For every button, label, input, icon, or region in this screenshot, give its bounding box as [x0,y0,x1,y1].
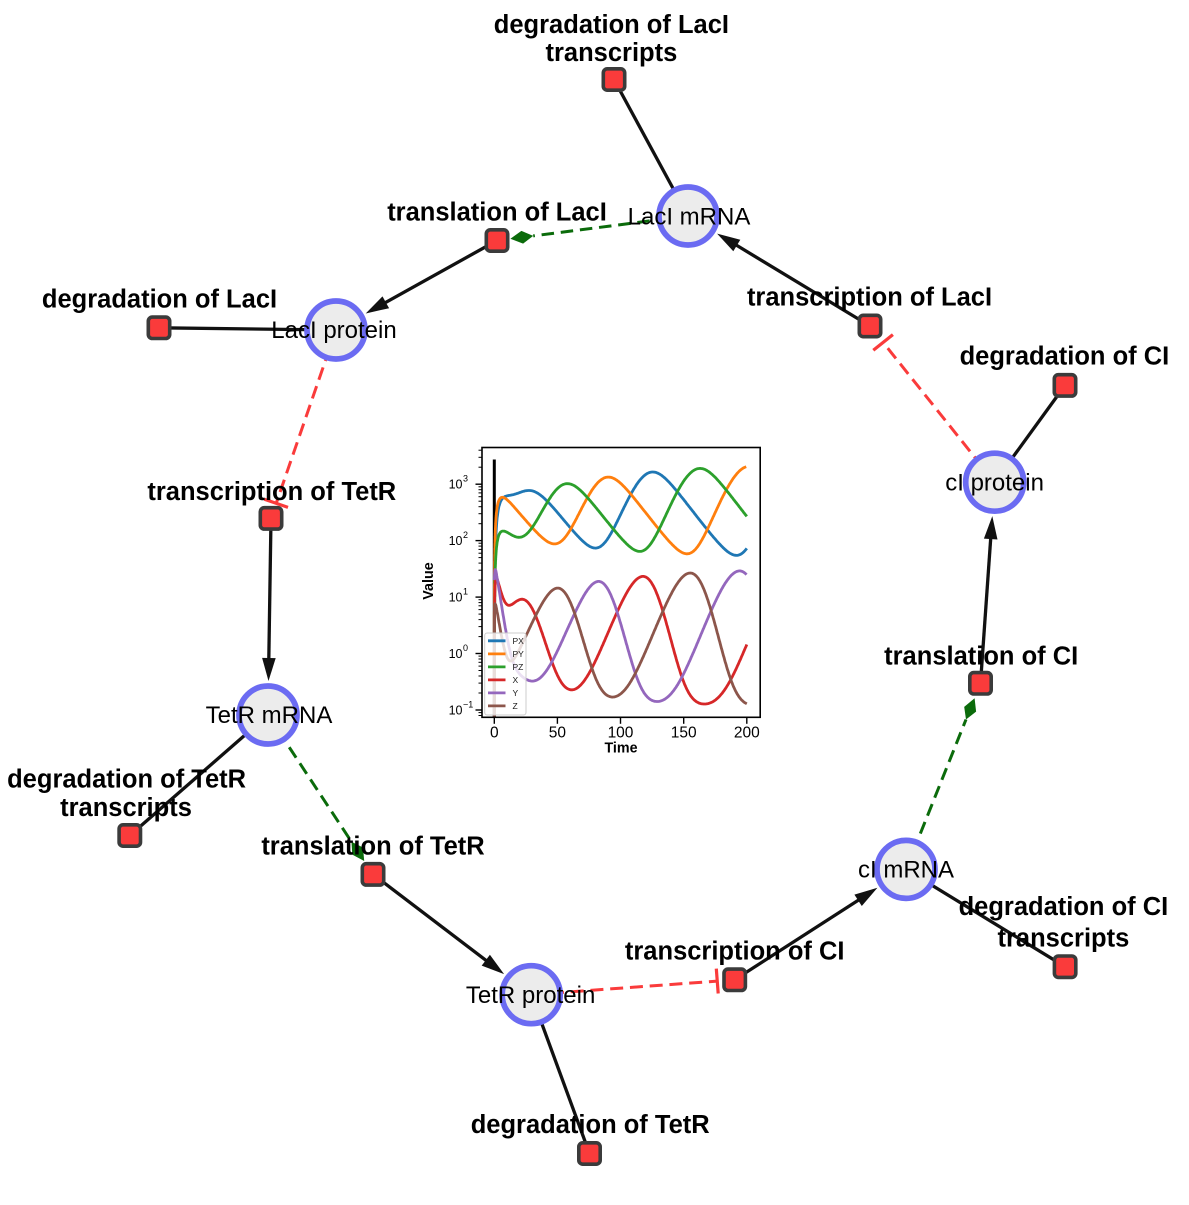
svg-text:transcripts: transcripts [546,39,678,67]
svg-text:degradation of LacI: degradation of LacI [42,286,277,314]
svg-text:transcripts: transcripts [998,924,1130,952]
svg-text:PZ: PZ [513,662,524,672]
svg-text:2: 2 [463,530,468,540]
svg-text:degradation of CI: degradation of CI [959,893,1169,921]
svg-text:transcription of LacI: transcription of LacI [747,284,992,312]
svg-text:transcription of CI: transcription of CI [625,938,845,966]
svg-text:10: 10 [449,478,463,492]
svg-text:Time: Time [604,741,637,757]
svg-text:degradation of CI: degradation of CI [960,343,1170,371]
svg-text:1: 1 [463,587,468,597]
svg-text:degradation of LacI: degradation of LacI [494,11,729,39]
svg-text:TetR protein: TetR protein [466,982,595,1009]
svg-text:10: 10 [449,647,463,661]
svg-text:Y: Y [513,688,519,698]
svg-text:Value: Value [421,562,437,599]
svg-text:cI protein: cI protein [945,469,1044,496]
svg-text:transcripts: transcripts [60,794,192,822]
svg-text:10: 10 [449,591,463,605]
svg-text:200: 200 [734,725,760,742]
svg-text:degradation of TetR: degradation of TetR [7,765,246,793]
svg-text:translation of CI: translation of CI [884,643,1078,671]
svg-text:TetR mRNA: TetR mRNA [206,702,333,729]
svg-text:100: 100 [608,725,634,742]
svg-text:X: X [513,675,519,685]
svg-text:cI mRNA: cI mRNA [858,857,954,884]
svg-text:10: 10 [449,704,463,718]
svg-text:0: 0 [463,643,468,653]
svg-text:3: 3 [463,474,468,484]
svg-text:50: 50 [549,725,567,742]
svg-text:PX: PX [513,636,525,646]
svg-text:Z: Z [513,701,518,711]
svg-text:−1: −1 [463,700,473,710]
svg-text:translation of LacI: translation of LacI [387,198,607,226]
svg-text:150: 150 [671,725,697,742]
svg-text:LacI protein: LacI protein [271,317,396,344]
svg-text:PY: PY [513,649,525,659]
svg-text:10: 10 [449,534,463,548]
svg-text:LacI mRNA: LacI mRNA [628,203,751,230]
svg-text:translation of TetR: translation of TetR [261,832,484,860]
svg-text:degradation of TetR: degradation of TetR [471,1111,710,1139]
svg-text:transcription of TetR: transcription of TetR [147,478,396,506]
svg-text:0: 0 [490,725,499,742]
